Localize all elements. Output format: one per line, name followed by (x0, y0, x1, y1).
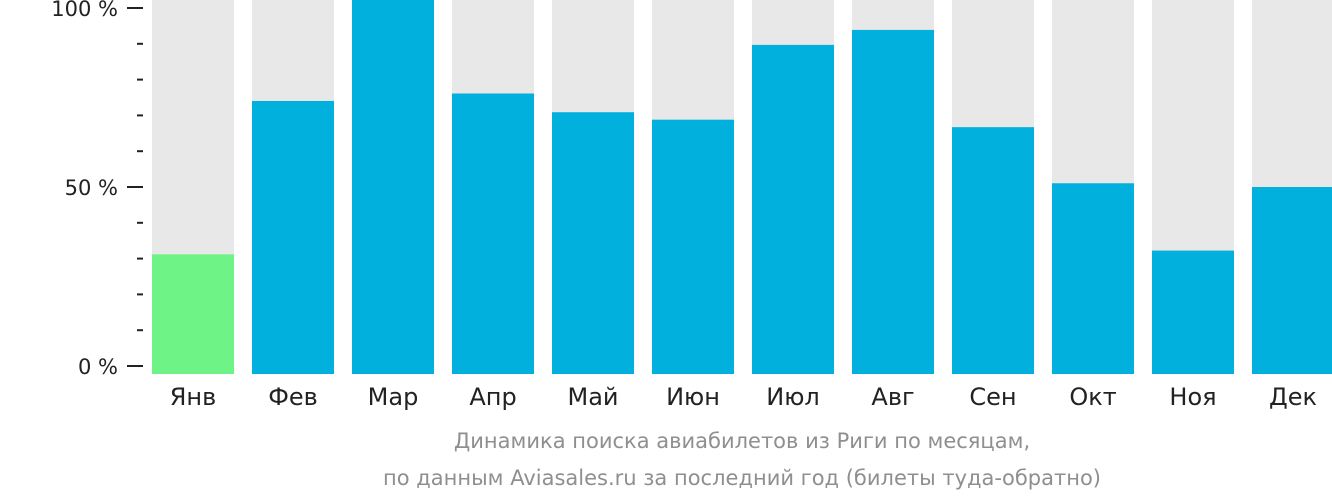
bar (452, 93, 534, 374)
bar (952, 127, 1034, 374)
bar-chart: 100 % 50 % 0 % Янв Фев Мар Апр Май Июн Июл Авг Сен… (51, 0, 1332, 411)
x-tick-label: Фев (268, 383, 318, 411)
x-tick-label: Май (567, 383, 618, 411)
x-tick-label: Окт (1069, 383, 1116, 411)
x-tick-label: Авг (871, 383, 914, 411)
bar (552, 112, 634, 374)
bar (652, 119, 734, 375)
bars (152, 0, 1332, 375)
bar (352, 0, 434, 374)
chart-title: Динамика поиска авиабилетов из Риги по м… (453, 429, 1031, 453)
y-tick-label: 100 % (51, 0, 118, 21)
x-tick-label: Дек (1269, 383, 1317, 411)
x-tick-label: Мар (368, 383, 419, 411)
bar (152, 254, 234, 374)
bar (1252, 187, 1332, 374)
x-tick-label: Июл (766, 383, 820, 411)
y-axis: 100 % 50 % 0 % (51, 0, 143, 379)
bar (1152, 250, 1234, 374)
x-tick-label: Сен (969, 383, 1016, 411)
x-tick-label: Июн (666, 383, 720, 411)
x-tick-label: Апр (469, 383, 516, 411)
x-axis: Янв Фев Мар Апр Май Июн Июл Авг Сен Окт Ноя Дек (170, 383, 1317, 411)
bar (252, 100, 334, 374)
bar (752, 44, 834, 374)
bar (1052, 183, 1134, 374)
chart-subtitle: по данным Aviasales.ru за последний год … (383, 466, 1101, 490)
bar (852, 29, 934, 374)
x-tick-label: Янв (170, 383, 217, 411)
y-tick-label: 50 % (65, 176, 118, 200)
x-tick-label: Ноя (1169, 383, 1216, 411)
y-tick-label: 0 % (78, 355, 118, 379)
